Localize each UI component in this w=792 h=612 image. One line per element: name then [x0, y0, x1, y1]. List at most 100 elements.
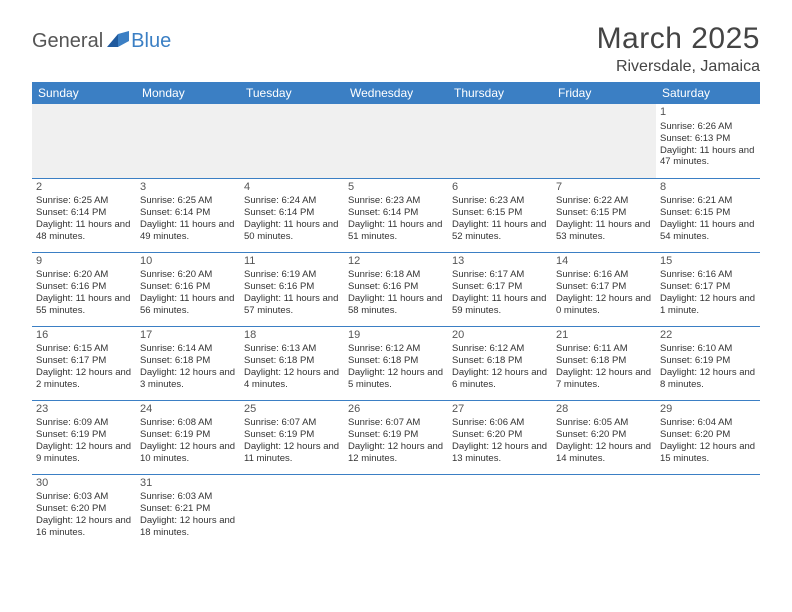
- sunset-text: Sunset: 6:20 PM: [452, 429, 548, 441]
- day-number: 25: [244, 403, 340, 417]
- daylight-text: Daylight: 11 hours and 54 minutes.: [660, 219, 756, 243]
- day-header: Monday: [136, 82, 240, 104]
- day-number: 12: [348, 255, 444, 269]
- calendar-cell: 3Sunrise: 6:25 AMSunset: 6:14 PMDaylight…: [136, 178, 240, 252]
- day-info: Sunrise: 6:17 AMSunset: 6:17 PMDaylight:…: [452, 269, 548, 317]
- day-number: 1: [660, 106, 756, 120]
- calendar-cell: [656, 474, 760, 548]
- sunrise-text: Sunrise: 6:22 AM: [556, 195, 652, 207]
- sunset-text: Sunset: 6:18 PM: [556, 355, 652, 367]
- day-info: Sunrise: 6:16 AMSunset: 6:17 PMDaylight:…: [556, 269, 652, 317]
- day-number: 28: [556, 403, 652, 417]
- day-info: Sunrise: 6:25 AMSunset: 6:14 PMDaylight:…: [140, 195, 236, 243]
- calendar-week: 16Sunrise: 6:15 AMSunset: 6:17 PMDayligh…: [32, 326, 760, 400]
- daylight-text: Daylight: 11 hours and 58 minutes.: [348, 293, 444, 317]
- calendar-week: 23Sunrise: 6:09 AMSunset: 6:19 PMDayligh…: [32, 400, 760, 474]
- calendar-week: 1Sunrise: 6:26 AMSunset: 6:13 PMDaylight…: [32, 104, 760, 178]
- daylight-text: Daylight: 12 hours and 14 minutes.: [556, 441, 652, 465]
- sunrise-text: Sunrise: 6:20 AM: [140, 269, 236, 281]
- day-info: Sunrise: 6:23 AMSunset: 6:14 PMDaylight:…: [348, 195, 444, 243]
- sunset-text: Sunset: 6:18 PM: [348, 355, 444, 367]
- calendar-cell: [448, 104, 552, 178]
- sunrise-text: Sunrise: 6:07 AM: [348, 417, 444, 429]
- daylight-text: Daylight: 12 hours and 11 minutes.: [244, 441, 340, 465]
- sunrise-text: Sunrise: 6:13 AM: [244, 343, 340, 355]
- calendar-cell: 11Sunrise: 6:19 AMSunset: 6:16 PMDayligh…: [240, 252, 344, 326]
- day-number: 9: [36, 255, 132, 269]
- day-info: Sunrise: 6:08 AMSunset: 6:19 PMDaylight:…: [140, 417, 236, 465]
- sunrise-text: Sunrise: 6:19 AM: [244, 269, 340, 281]
- day-number: 20: [452, 329, 548, 343]
- calendar-cell: 24Sunrise: 6:08 AMSunset: 6:19 PMDayligh…: [136, 400, 240, 474]
- calendar-cell: [344, 474, 448, 548]
- day-number: 23: [36, 403, 132, 417]
- day-number: 14: [556, 255, 652, 269]
- daylight-text: Daylight: 12 hours and 3 minutes.: [140, 367, 236, 391]
- day-number: 24: [140, 403, 236, 417]
- sunrise-text: Sunrise: 6:25 AM: [36, 195, 132, 207]
- sunrise-text: Sunrise: 6:23 AM: [452, 195, 548, 207]
- page-header: General Blue March 2025 Riversdale, Jama…: [0, 0, 792, 82]
- sunrise-text: Sunrise: 6:18 AM: [348, 269, 444, 281]
- calendar-body: 1Sunrise: 6:26 AMSunset: 6:13 PMDaylight…: [32, 104, 760, 548]
- day-number: 3: [140, 181, 236, 195]
- calendar-cell: 27Sunrise: 6:06 AMSunset: 6:20 PMDayligh…: [448, 400, 552, 474]
- calendar-cell: 12Sunrise: 6:18 AMSunset: 6:16 PMDayligh…: [344, 252, 448, 326]
- daylight-text: Daylight: 11 hours and 57 minutes.: [244, 293, 340, 317]
- day-info: Sunrise: 6:12 AMSunset: 6:18 PMDaylight:…: [452, 343, 548, 391]
- sunrise-text: Sunrise: 6:26 AM: [660, 121, 756, 133]
- sunset-text: Sunset: 6:21 PM: [140, 503, 236, 515]
- location-label: Riversdale, Jamaica: [597, 58, 760, 76]
- sunset-text: Sunset: 6:19 PM: [244, 429, 340, 441]
- day-info: Sunrise: 6:14 AMSunset: 6:18 PMDaylight:…: [140, 343, 236, 391]
- calendar-cell: 25Sunrise: 6:07 AMSunset: 6:19 PMDayligh…: [240, 400, 344, 474]
- calendar-cell: 13Sunrise: 6:17 AMSunset: 6:17 PMDayligh…: [448, 252, 552, 326]
- daylight-text: Daylight: 12 hours and 10 minutes.: [140, 441, 236, 465]
- sunrise-text: Sunrise: 6:05 AM: [556, 417, 652, 429]
- sunset-text: Sunset: 6:16 PM: [140, 281, 236, 293]
- calendar-cell: [240, 474, 344, 548]
- day-info: Sunrise: 6:03 AMSunset: 6:20 PMDaylight:…: [36, 491, 132, 539]
- sunrise-text: Sunrise: 6:11 AM: [556, 343, 652, 355]
- calendar-week: 2Sunrise: 6:25 AMSunset: 6:14 PMDaylight…: [32, 178, 760, 252]
- day-number: 19: [348, 329, 444, 343]
- calendar-cell: 23Sunrise: 6:09 AMSunset: 6:19 PMDayligh…: [32, 400, 136, 474]
- sunrise-text: Sunrise: 6:15 AM: [36, 343, 132, 355]
- sunrise-text: Sunrise: 6:25 AM: [140, 195, 236, 207]
- calendar-cell: 16Sunrise: 6:15 AMSunset: 6:17 PMDayligh…: [32, 326, 136, 400]
- calendar-cell: 8Sunrise: 6:21 AMSunset: 6:15 PMDaylight…: [656, 178, 760, 252]
- flag-icon: [107, 31, 129, 47]
- day-info: Sunrise: 6:26 AMSunset: 6:13 PMDaylight:…: [660, 121, 756, 169]
- calendar-cell: 9Sunrise: 6:20 AMSunset: 6:16 PMDaylight…: [32, 252, 136, 326]
- daylight-text: Daylight: 12 hours and 1 minute.: [660, 293, 756, 317]
- calendar-cell: 20Sunrise: 6:12 AMSunset: 6:18 PMDayligh…: [448, 326, 552, 400]
- day-header: Sunday: [32, 82, 136, 104]
- sunrise-text: Sunrise: 6:12 AM: [348, 343, 444, 355]
- day-number: 18: [244, 329, 340, 343]
- calendar-table: SundayMondayTuesdayWednesdayThursdayFrid…: [32, 82, 760, 548]
- day-number: 30: [36, 477, 132, 491]
- daylight-text: Daylight: 12 hours and 9 minutes.: [36, 441, 132, 465]
- calendar-cell: 28Sunrise: 6:05 AMSunset: 6:20 PMDayligh…: [552, 400, 656, 474]
- day-info: Sunrise: 6:24 AMSunset: 6:14 PMDaylight:…: [244, 195, 340, 243]
- daylight-text: Daylight: 12 hours and 5 minutes.: [348, 367, 444, 391]
- month-title: March 2025: [597, 22, 760, 56]
- day-info: Sunrise: 6:25 AMSunset: 6:14 PMDaylight:…: [36, 195, 132, 243]
- daylight-text: Daylight: 12 hours and 2 minutes.: [36, 367, 132, 391]
- day-number: 10: [140, 255, 236, 269]
- day-info: Sunrise: 6:03 AMSunset: 6:21 PMDaylight:…: [140, 491, 236, 539]
- day-number: 11: [244, 255, 340, 269]
- sunset-text: Sunset: 6:16 PM: [36, 281, 132, 293]
- day-info: Sunrise: 6:12 AMSunset: 6:18 PMDaylight:…: [348, 343, 444, 391]
- calendar-cell: [552, 104, 656, 178]
- sunset-text: Sunset: 6:14 PM: [36, 207, 132, 219]
- calendar-cell: [448, 474, 552, 548]
- day-info: Sunrise: 6:20 AMSunset: 6:16 PMDaylight:…: [140, 269, 236, 317]
- day-number: 26: [348, 403, 444, 417]
- day-number: 21: [556, 329, 652, 343]
- daylight-text: Daylight: 12 hours and 12 minutes.: [348, 441, 444, 465]
- sunset-text: Sunset: 6:18 PM: [244, 355, 340, 367]
- sunrise-text: Sunrise: 6:09 AM: [36, 417, 132, 429]
- sunrise-text: Sunrise: 6:12 AM: [452, 343, 548, 355]
- sunset-text: Sunset: 6:20 PM: [660, 429, 756, 441]
